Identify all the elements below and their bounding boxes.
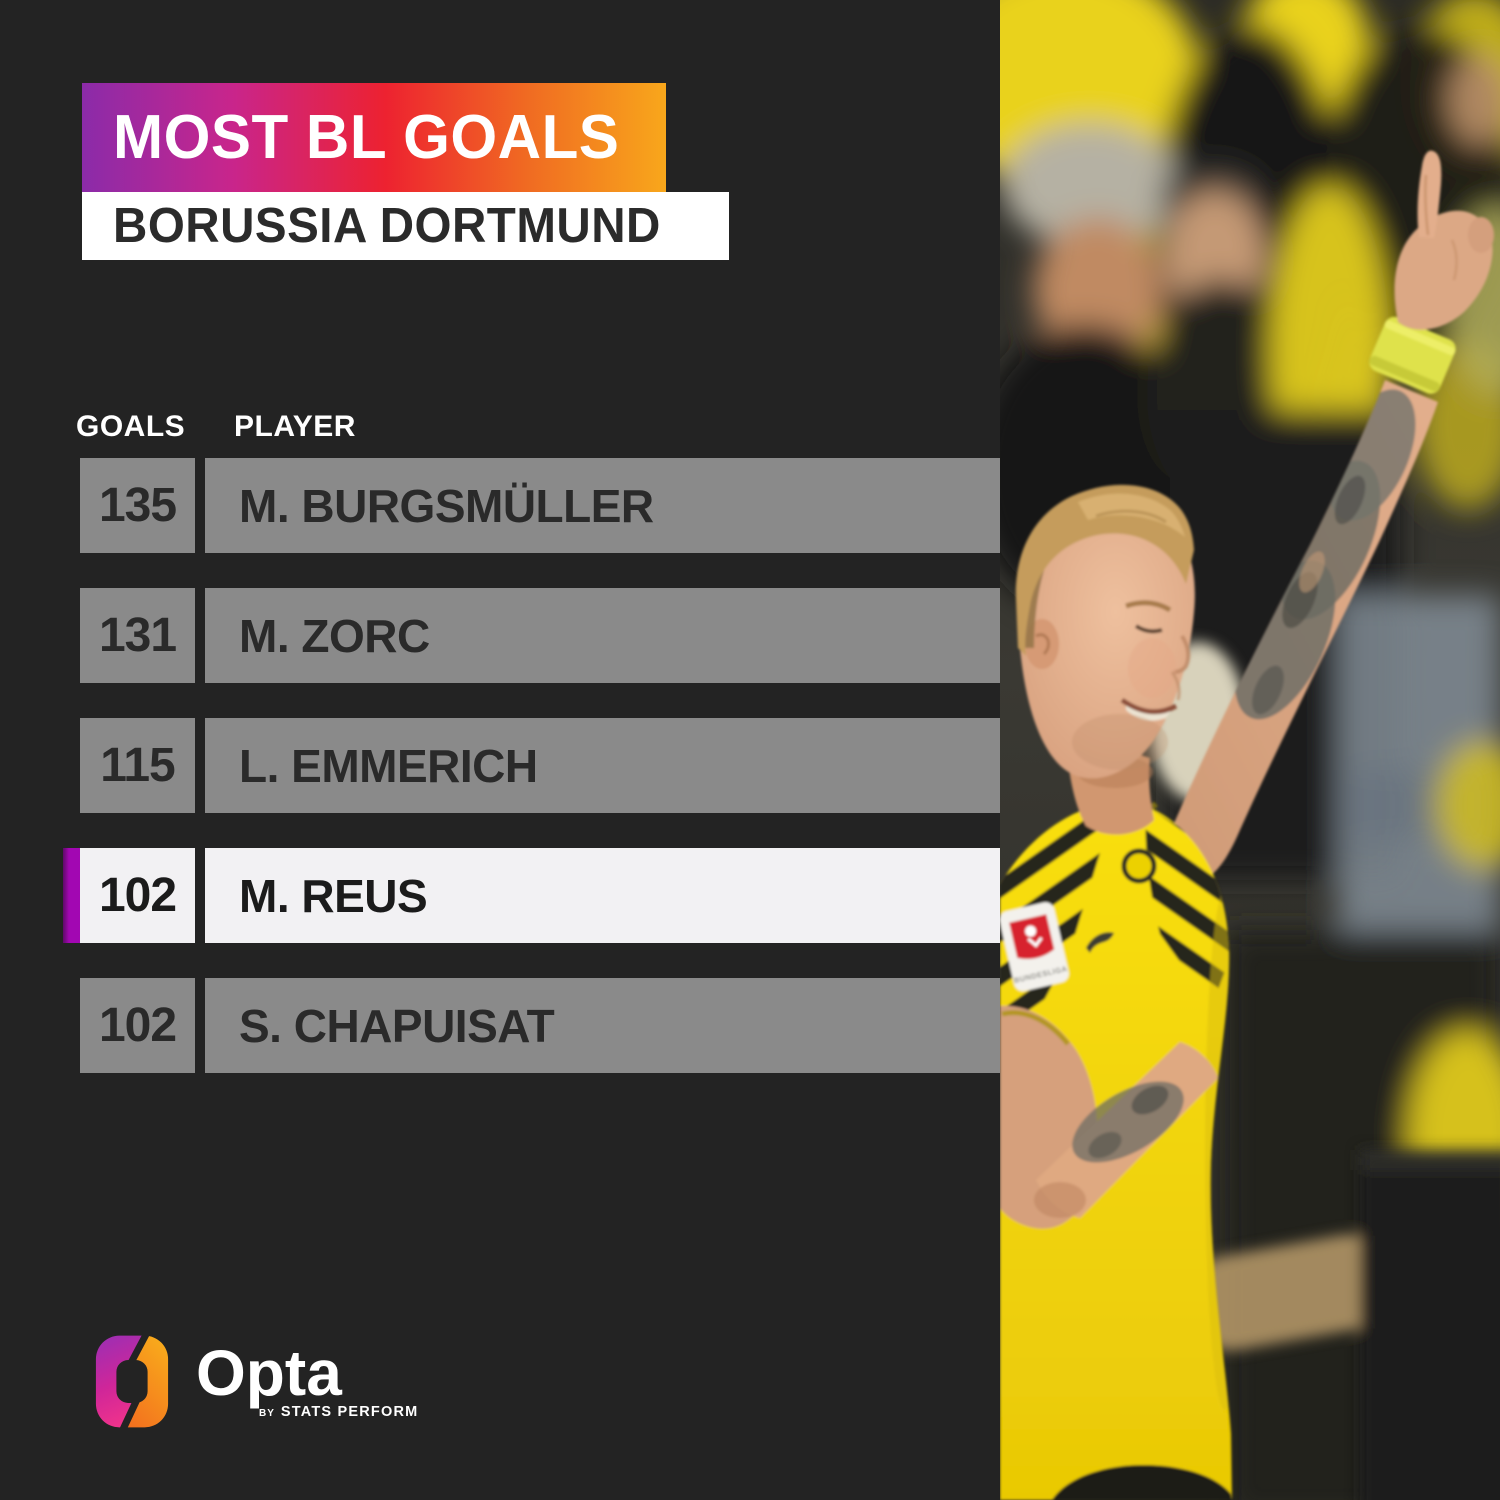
goals-value: 102 bbox=[80, 978, 195, 1073]
bundesliga-patch: BUNDESLIGA bbox=[1000, 902, 1069, 992]
table-row-highlighted: 102 M. REUS bbox=[63, 848, 1000, 943]
subtitle-banner: BORUSSIA DORTMUND bbox=[82, 192, 729, 260]
goals-value: 115 bbox=[80, 718, 195, 813]
page-title: MOST BL GOALS bbox=[113, 103, 620, 172]
row-accent bbox=[63, 718, 80, 813]
background-midlayer bbox=[1150, 642, 1500, 1500]
puma-logo bbox=[1086, 932, 1114, 953]
player-name: M. REUS bbox=[205, 848, 1000, 943]
goals-value: 135 bbox=[80, 458, 195, 553]
background-railing bbox=[1185, 1234, 1395, 1351]
goals-value: 131 bbox=[80, 588, 195, 683]
player-figure: BUNDESLIGA bbox=[1000, 150, 1494, 1500]
table-row: 135 M. BURGSMÜLLER bbox=[63, 458, 1000, 553]
tagline-brand: STATS PERFORM bbox=[280, 1404, 419, 1420]
stats-table: 135 M. BURGSMÜLLER 131 M. ZORC 115 L. EM… bbox=[63, 458, 1000, 1108]
player-head bbox=[1015, 484, 1195, 835]
smile bbox=[1120, 697, 1178, 715]
raised-arm bbox=[1160, 150, 1494, 883]
goals-value: 102 bbox=[80, 848, 195, 943]
goals-column-header: GOALS bbox=[76, 410, 186, 443]
opta-tagline: BY STATS PERFORM bbox=[259, 1404, 418, 1420]
opta-wordmark: Opta bbox=[196, 1337, 342, 1409]
hair bbox=[1015, 484, 1194, 656]
tagline-by: BY bbox=[259, 1408, 275, 1419]
wristband bbox=[1369, 316, 1456, 394]
index-finger bbox=[1417, 150, 1442, 238]
table-row: 102 S. CHAPUISAT bbox=[63, 978, 1000, 1073]
table-row: 131 M. ZORC bbox=[63, 588, 1000, 683]
player-photo: BUNDESLIGA bbox=[1000, 0, 1500, 1500]
opta-logo-icon bbox=[95, 1335, 169, 1428]
eyebrow bbox=[1125, 600, 1172, 613]
page-subtitle: BORUSSIA DORTMUND bbox=[113, 199, 661, 253]
crowd-background bbox=[1000, 0, 1500, 1500]
eye bbox=[1134, 624, 1163, 634]
pointing-hand bbox=[1394, 150, 1494, 330]
row-accent bbox=[63, 978, 80, 1073]
highlight-accent-bar bbox=[63, 848, 80, 943]
player-name: M. ZORC bbox=[205, 588, 1000, 683]
table-row: 115 L. EMMERICH bbox=[63, 718, 1000, 813]
nose bbox=[1173, 634, 1191, 674]
player-name: M. BURGSMÜLLER bbox=[205, 458, 1000, 553]
arm-tattoos bbox=[1234, 389, 1416, 720]
left-arm bbox=[1000, 1005, 1218, 1229]
player-column-header: PLAYER bbox=[234, 410, 356, 443]
row-accent bbox=[63, 588, 80, 683]
title-banner: MOST BL GOALS bbox=[82, 83, 666, 192]
player-name: S. CHAPUISAT bbox=[205, 978, 1000, 1073]
row-accent bbox=[63, 458, 80, 553]
player-name: L. EMMERICH bbox=[205, 718, 1000, 813]
background-speaker bbox=[1360, 1170, 1500, 1500]
shorts bbox=[1052, 1464, 1232, 1500]
club-crest bbox=[1121, 848, 1157, 884]
